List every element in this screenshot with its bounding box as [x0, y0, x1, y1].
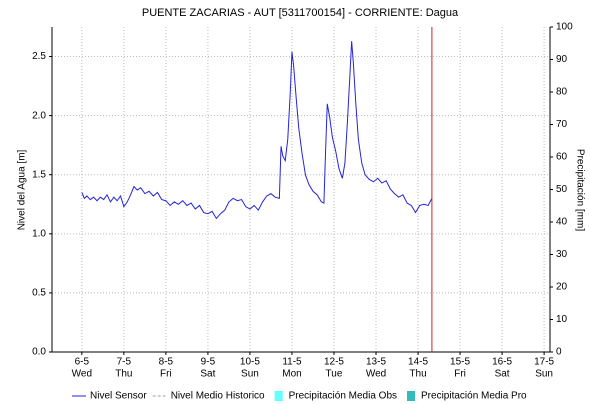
- x-tick-label: 7-5: [117, 357, 132, 368]
- chart-title: PUENTE ZACARIAS - AUT [5311700154] - COR…: [142, 7, 459, 19]
- legend-swatch: [407, 391, 416, 401]
- x-tick-sublabel: Thu: [409, 369, 426, 380]
- y2-tick-label: 30: [556, 249, 568, 260]
- y2-axis-label: Precipitación [mm]: [574, 149, 585, 231]
- y2-tick-label: 70: [556, 119, 568, 130]
- x-tick-label: 6-5: [75, 357, 90, 368]
- x-tick-sublabel: Fri: [454, 369, 466, 380]
- legend-label: Precipitación Media Obs: [289, 391, 397, 402]
- y2-tick-label: 100: [556, 22, 573, 33]
- x-tick-label: 10-5: [240, 357, 260, 368]
- y2-tick-label: 80: [556, 87, 568, 98]
- y-axis-label: Nivel del Agua [m]: [17, 149, 28, 230]
- x-tick-sublabel: Mon: [282, 369, 301, 380]
- y2-tick-label: 60: [556, 152, 568, 163]
- x-tick-label: 9-5: [201, 357, 216, 368]
- x-tick-sublabel: Thu: [115, 369, 132, 380]
- x-tick-label: 12-5: [324, 357, 344, 368]
- legend-label: Precipitación Media Pro: [421, 391, 527, 402]
- x-tick-sublabel: Sat: [200, 369, 215, 380]
- y-tick-label: 1.0: [32, 228, 46, 239]
- x-tick-label: 15-5: [450, 357, 470, 368]
- y2-tick-label: 20: [556, 282, 568, 293]
- x-tick-label: 13-5: [366, 357, 386, 368]
- x-tick-sublabel: Sun: [241, 369, 259, 380]
- y2-tick-label: 40: [556, 217, 568, 228]
- x-tick-label: 17-5: [534, 357, 554, 368]
- x-tick-sublabel: Wed: [72, 369, 92, 380]
- x-tick-label: 11-5: [282, 357, 302, 368]
- x-tick-sublabel: Fri: [160, 369, 172, 380]
- x-tick-label: 14-5: [408, 357, 428, 368]
- legend-swatch: [274, 391, 283, 401]
- y-tick-label: 0.5: [32, 288, 46, 299]
- x-tick-label: 16-5: [492, 357, 512, 368]
- y2-tick-label: 0: [556, 347, 562, 358]
- y-tick-label: 2.5: [32, 51, 46, 62]
- y2-tick-label: 50: [556, 184, 568, 195]
- legend-label: Nivel Medio Historico: [171, 391, 265, 402]
- y-tick-label: 1.5: [32, 169, 46, 180]
- data-line: [81, 41, 433, 220]
- y-tick-label: 2.0: [32, 110, 46, 121]
- legend-label: Nivel Sensor: [90, 391, 147, 402]
- x-tick-sublabel: Wed: [366, 369, 386, 380]
- x-tick-sublabel: Sat: [495, 369, 510, 380]
- y2-tick-label: 10: [556, 314, 568, 325]
- x-tick-sublabel: Sun: [535, 369, 553, 380]
- x-tick-label: 8-5: [159, 357, 174, 368]
- y2-tick-label: 90: [556, 54, 568, 65]
- x-tick-sublabel: Tue: [326, 369, 343, 380]
- y-tick-label: 0.0: [32, 347, 46, 358]
